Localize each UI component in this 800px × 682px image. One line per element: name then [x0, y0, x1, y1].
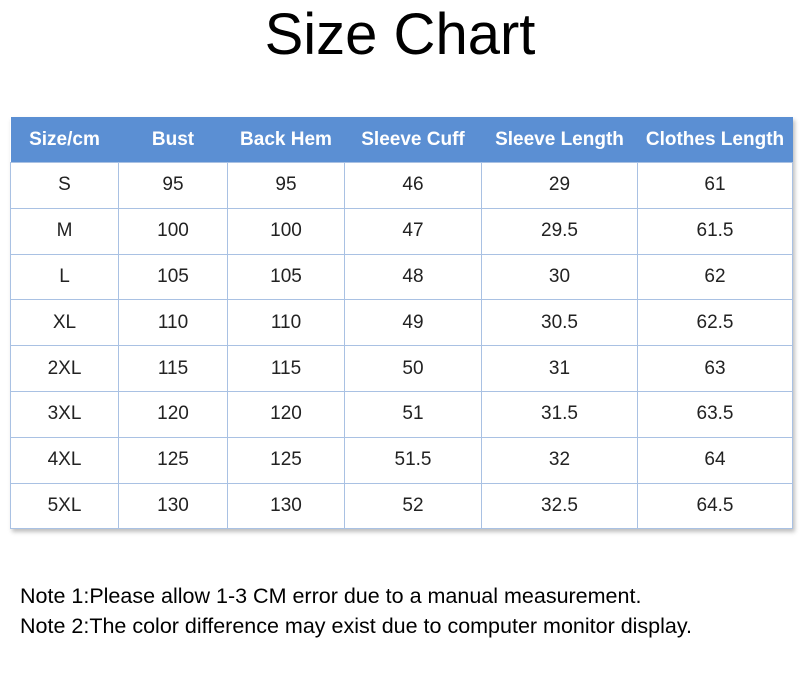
table-cell: 47	[344, 207, 482, 255]
table-row: S 95 95 46 29 61	[10, 162, 793, 209]
column-header: Size/cm	[10, 117, 119, 163]
table-cell: 30.5	[481, 299, 638, 347]
table-row: XL 110 110 49 30.5 62.5	[10, 299, 793, 347]
table-cell: 95	[118, 162, 228, 209]
table-cell: 62.5	[637, 299, 793, 347]
table-cell: 125	[118, 436, 228, 484]
table-cell: 32	[481, 436, 638, 484]
table-cell: 130	[118, 482, 228, 530]
table-cell: 100	[227, 207, 345, 255]
table-cell: 63.5	[637, 390, 793, 438]
table-cell: 2XL	[10, 345, 119, 392]
table-body: S 95 95 46 29 61 M 100 100 47 29.5 61.5 L 105 105 48 30 6…	[10, 162, 793, 530]
table-cell: 52	[344, 482, 482, 530]
column-header: Sleeve Cuff	[344, 117, 482, 163]
table-cell: 62	[637, 253, 793, 301]
column-header: Back Hem	[227, 117, 345, 163]
size-table: Size/cm Bust Back Hem Sleeve Cuff Sleeve Len…	[10, 117, 793, 530]
note: Note 1:Please allow 1-3 CM error due to …	[20, 584, 642, 608]
table-cell: 63	[637, 345, 793, 392]
table-row: L 105 105 48 30 62	[10, 253, 793, 301]
table-cell: 61	[637, 162, 793, 209]
table-cell: 31.5	[481, 390, 638, 438]
column-header: Bust	[118, 117, 228, 163]
table-cell: 64.5	[637, 482, 793, 530]
table-cell: 51.5	[344, 436, 482, 484]
table-cell: 64	[637, 436, 793, 484]
title: Size Chart	[264, 2, 536, 67]
table-cell: 95	[227, 162, 345, 209]
table-cell: 110	[118, 299, 228, 347]
table-cell: 46	[344, 162, 482, 209]
table-cell: 48	[344, 253, 482, 301]
table-cell: XL	[10, 299, 119, 347]
table-cell: S	[10, 162, 119, 209]
table-cell: 49	[344, 299, 482, 347]
table-cell: 100	[118, 207, 228, 255]
table-cell: 105	[118, 253, 228, 301]
table-row: 2XL 115 115 50 31 63	[10, 345, 793, 392]
table-row: 4XL 125 125 51.5 32 64	[10, 436, 793, 484]
table-cell: L	[10, 253, 119, 301]
note: Note 2:The color difference may exist du…	[20, 614, 693, 638]
table-cell: 115	[227, 345, 345, 392]
table-cell: 120	[118, 390, 228, 438]
table-cell: 29	[481, 162, 638, 209]
table-cell: 29.5	[481, 207, 638, 255]
table-cell: 115	[118, 345, 228, 392]
table-cell: 51	[344, 390, 482, 438]
table-cell: 120	[227, 390, 345, 438]
table-cell: 32.5	[481, 482, 638, 530]
column-header: Clothes Length	[637, 117, 793, 163]
table-cell: 130	[227, 482, 345, 530]
table-cell: 5XL	[10, 482, 119, 530]
table-row: M 100 100 47 29.5 61.5	[10, 207, 793, 255]
table-cell: 30	[481, 253, 638, 301]
table-cell: 50	[344, 345, 482, 392]
column-header: Sleeve Length	[481, 117, 638, 163]
table-cell: 125	[227, 436, 345, 484]
table-cell: 61.5	[637, 207, 793, 255]
table-cell: 4XL	[10, 436, 119, 484]
notes: Note 1:Please allow 1-3 CM error due to …	[20, 581, 692, 641]
header-row: Size/cm Bust Back Hem Sleeve Cuff Sleeve Len…	[10, 117, 793, 163]
table-cell: 31	[481, 345, 638, 392]
table-cell: 105	[227, 253, 345, 301]
table-cell: M	[10, 207, 119, 255]
table-cell: 3XL	[10, 390, 119, 438]
table-row: 5XL 130 130 52 32.5 64.5	[10, 482, 793, 530]
table-row: 3XL 120 120 51 31.5 63.5	[10, 390, 793, 438]
table-cell: 110	[227, 299, 345, 347]
